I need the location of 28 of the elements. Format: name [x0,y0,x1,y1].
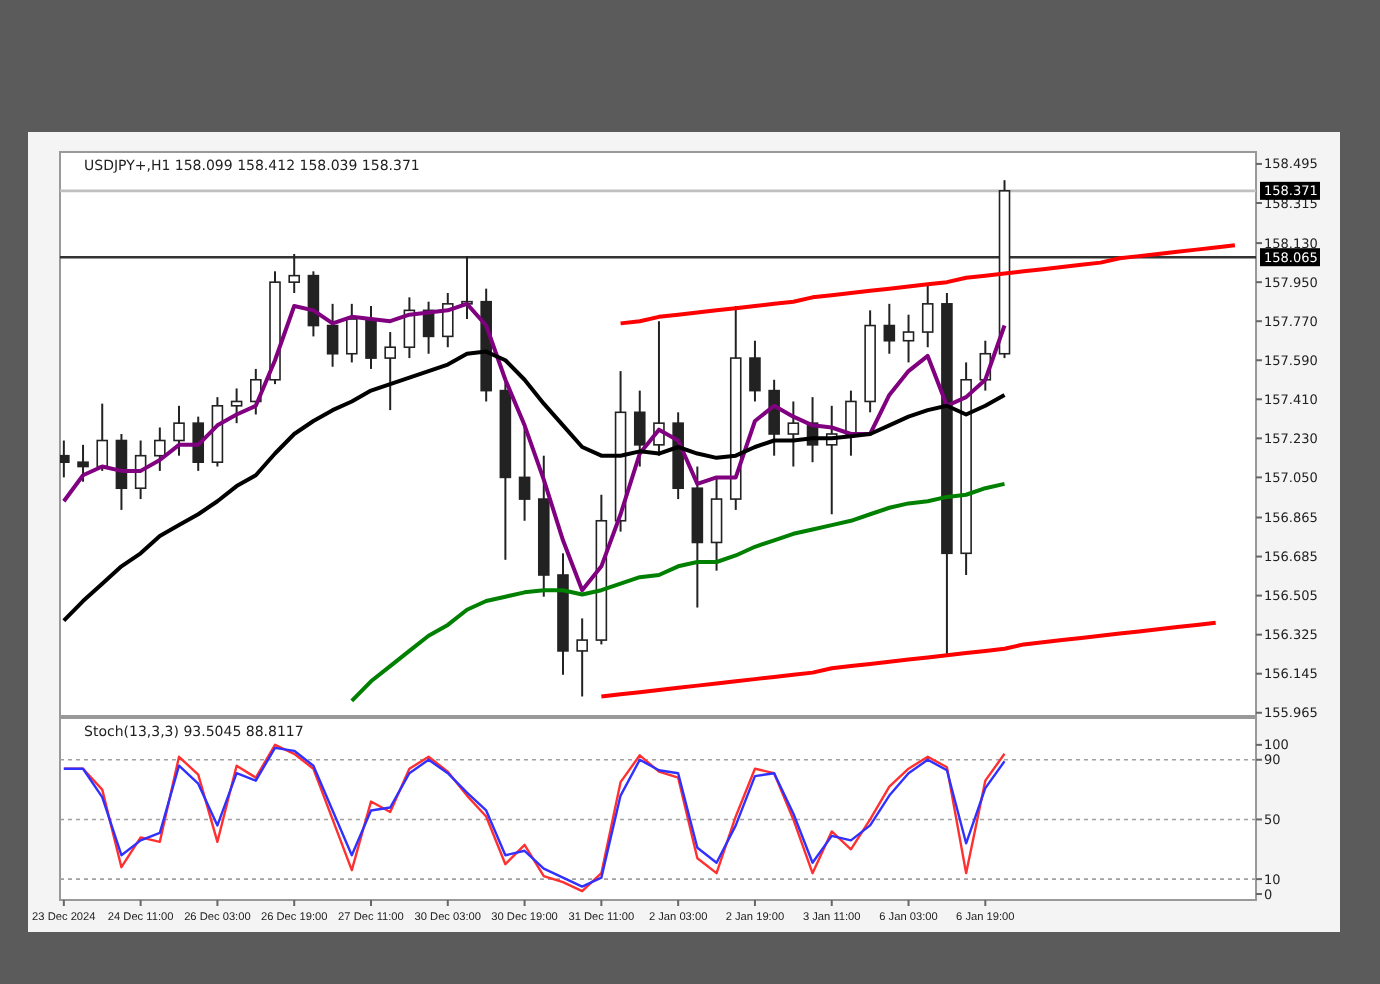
candlestick [288,252,301,294]
line-series [618,243,1237,326]
candlestick [633,389,646,468]
candlestick [845,389,857,457]
candlestick [60,439,70,479]
candlestick [441,292,454,349]
candlestick [192,415,205,472]
candlestick [749,339,761,403]
candlestick [173,404,185,457]
candlestick [710,476,723,572]
candlestick [326,302,339,368]
line-series [599,620,1218,699]
candlestick [230,387,243,425]
candlestick [902,313,915,364]
candlestick [77,443,89,483]
candlestick [346,302,358,364]
candlestick [96,402,109,472]
candlestick [365,305,377,370]
candlestick [154,426,166,472]
line-series [61,349,1007,623]
candlestick [768,378,780,457]
candlestick [576,617,588,698]
candlestick [787,400,800,468]
candlestick [883,302,896,355]
line-series [349,481,1007,703]
line-series [61,301,1007,593]
candlestick [384,331,396,412]
candlestick [921,283,934,349]
